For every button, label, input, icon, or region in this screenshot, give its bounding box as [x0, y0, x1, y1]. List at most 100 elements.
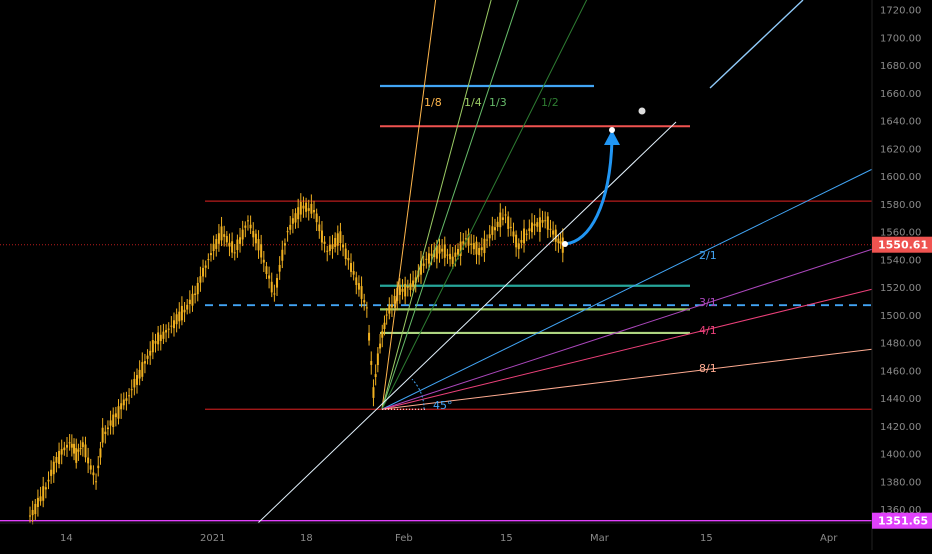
candle-body [294, 213, 297, 223]
candle-body [162, 331, 165, 339]
candle-body [336, 233, 339, 246]
candle-body [504, 214, 507, 216]
clock-icon [638, 107, 646, 115]
time-axis[interactable]: 14 2021 18 Feb 15 Mar 15 Apr [0, 522, 872, 544]
candle-body [536, 222, 539, 227]
candle-body [36, 497, 39, 507]
candle-body [313, 209, 316, 213]
candle-body [278, 264, 281, 272]
candle-body [130, 389, 133, 391]
gann-fan[interactable]: 45° 1/8 1/4 1/3 1/2 2/1 3/1 4/1 8/1 [257, 0, 873, 524]
angle-arc [411, 378, 425, 410]
candle-body [488, 234, 491, 239]
candle-body [430, 253, 433, 256]
low-price-label: 1351.65 [878, 515, 928, 528]
candle-body [360, 286, 363, 299]
candle-body [352, 271, 355, 275]
time-tick-label: 2021 [200, 533, 225, 544]
candle-body [204, 265, 207, 268]
candle-body [438, 245, 441, 254]
candle-body [58, 450, 61, 465]
trend-line-upper [709, 0, 804, 89]
candle-body [77, 449, 80, 452]
candle-body [379, 343, 382, 349]
candle-body [376, 353, 379, 366]
candle-body [520, 239, 523, 243]
candle-body [370, 361, 373, 365]
gann-fan-ray [381, 0, 519, 410]
candle-body [87, 457, 90, 464]
candle-body [420, 260, 423, 275]
price-tick-label: 1720.00 [880, 6, 921, 17]
candle-body [554, 229, 557, 242]
candle-body [154, 340, 157, 344]
gann-fan-ray [381, 0, 437, 410]
candle-body [347, 258, 350, 261]
candle-body [326, 250, 329, 252]
candle-body [281, 249, 284, 261]
price-tick-label: 1380.00 [880, 477, 921, 488]
candle-body [149, 350, 152, 356]
fan-ratio-label: 4/1 [699, 324, 717, 337]
candle-body [544, 220, 547, 222]
candle-body [63, 447, 66, 451]
time-tick-label: Apr [820, 533, 838, 544]
candle-body [99, 448, 102, 458]
candle-body [196, 282, 199, 295]
candle-body [81, 442, 84, 448]
candle-body [128, 395, 131, 397]
candle-body [289, 224, 292, 230]
candle-body [29, 515, 31, 517]
candle-body [501, 217, 504, 220]
candle-body [52, 461, 55, 475]
candle-body [323, 241, 326, 244]
candle-body [268, 275, 271, 279]
candle-body [55, 457, 58, 463]
candle-body [273, 293, 276, 295]
price-tick-label: 1500.00 [880, 311, 921, 322]
candle-body [260, 244, 263, 258]
candle-body [342, 244, 345, 248]
current-price-badge [872, 236, 932, 253]
gann-fan-ray [381, 348, 873, 410]
candle-body [517, 243, 520, 250]
candle-body [454, 252, 457, 257]
candle-body [552, 230, 555, 235]
candle-body [398, 285, 401, 295]
gann-fan-ray [381, 0, 588, 410]
time-tick-label: 15 [500, 533, 513, 544]
fan-ratio-label: 2/1 [699, 249, 717, 262]
candle-body [92, 472, 95, 476]
annotations [562, 107, 646, 247]
drawing-lines [0, 84, 872, 522]
time-tick-label: 15 [700, 533, 713, 544]
candle-body [464, 238, 467, 240]
candle-body [385, 314, 388, 316]
arrow-head [604, 130, 620, 145]
candle-body [233, 252, 236, 254]
fan-ratio-label: 3/1 [699, 296, 717, 309]
candle-body [183, 309, 186, 313]
candle-body [136, 375, 138, 385]
candle-body [507, 216, 510, 229]
candle-body [106, 427, 109, 430]
candle-body [199, 276, 202, 283]
candle-body [180, 305, 183, 321]
price-tick-label: 1580.00 [880, 200, 921, 211]
candle-body [443, 244, 446, 258]
candle-body [270, 281, 273, 293]
candle-body [412, 280, 415, 287]
candle-body [44, 487, 47, 490]
arrow-start-point [562, 241, 568, 247]
candle-body [406, 286, 409, 288]
price-axis[interactable]: 1720.00 1700.00 1680.00 1660.00 1640.00 1620.… [871, 0, 932, 550]
candle-body [217, 233, 220, 244]
candle-body [112, 414, 115, 428]
fan-ratio-label: 8/1 [699, 362, 717, 375]
candle-body [252, 230, 255, 238]
candle-body [491, 226, 494, 235]
candle-body [212, 243, 215, 252]
